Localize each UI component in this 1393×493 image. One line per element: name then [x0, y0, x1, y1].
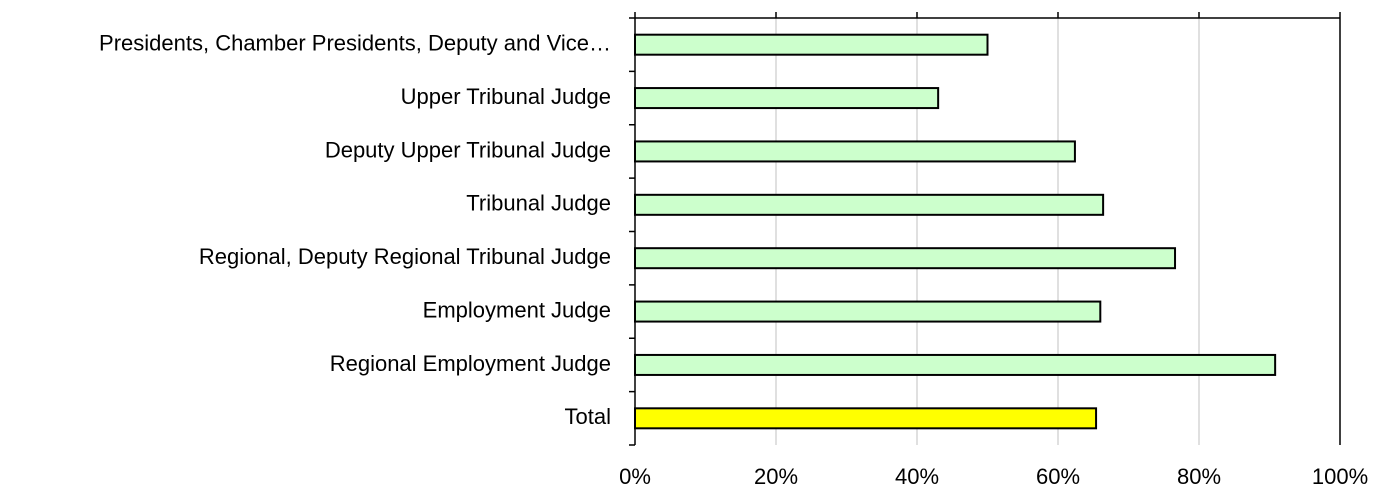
x-tick-label: 0% [619, 464, 651, 489]
y-tick-label: Tribunal Judge [466, 191, 611, 216]
bar [634, 33, 989, 56]
x-tick-label: 80% [1177, 464, 1221, 489]
bar [634, 247, 1177, 270]
bar [634, 140, 1076, 163]
y-tick-label: Total [565, 404, 611, 429]
y-tick-label: Presidents, Chamber Presidents, Deputy a… [99, 31, 611, 56]
bar [634, 353, 1277, 376]
bar [634, 300, 1102, 323]
x-tick-label: 60% [1036, 464, 1080, 489]
x-tick-label: 100% [1312, 464, 1368, 489]
bar [634, 87, 940, 110]
y-tick-label: Employment Judge [423, 297, 611, 322]
y-tick-label: Regional, Deputy Regional Tribunal Judge [199, 244, 611, 269]
y-tick-label: Deputy Upper Tribunal Judge [325, 137, 611, 162]
y-tick-label: Regional Employment Judge [330, 351, 611, 376]
x-tick-label: 20% [754, 464, 798, 489]
bar [634, 193, 1105, 216]
y-tick-label: Upper Tribunal Judge [401, 84, 611, 109]
x-tick-label: 40% [895, 464, 939, 489]
bar [634, 407, 1098, 430]
